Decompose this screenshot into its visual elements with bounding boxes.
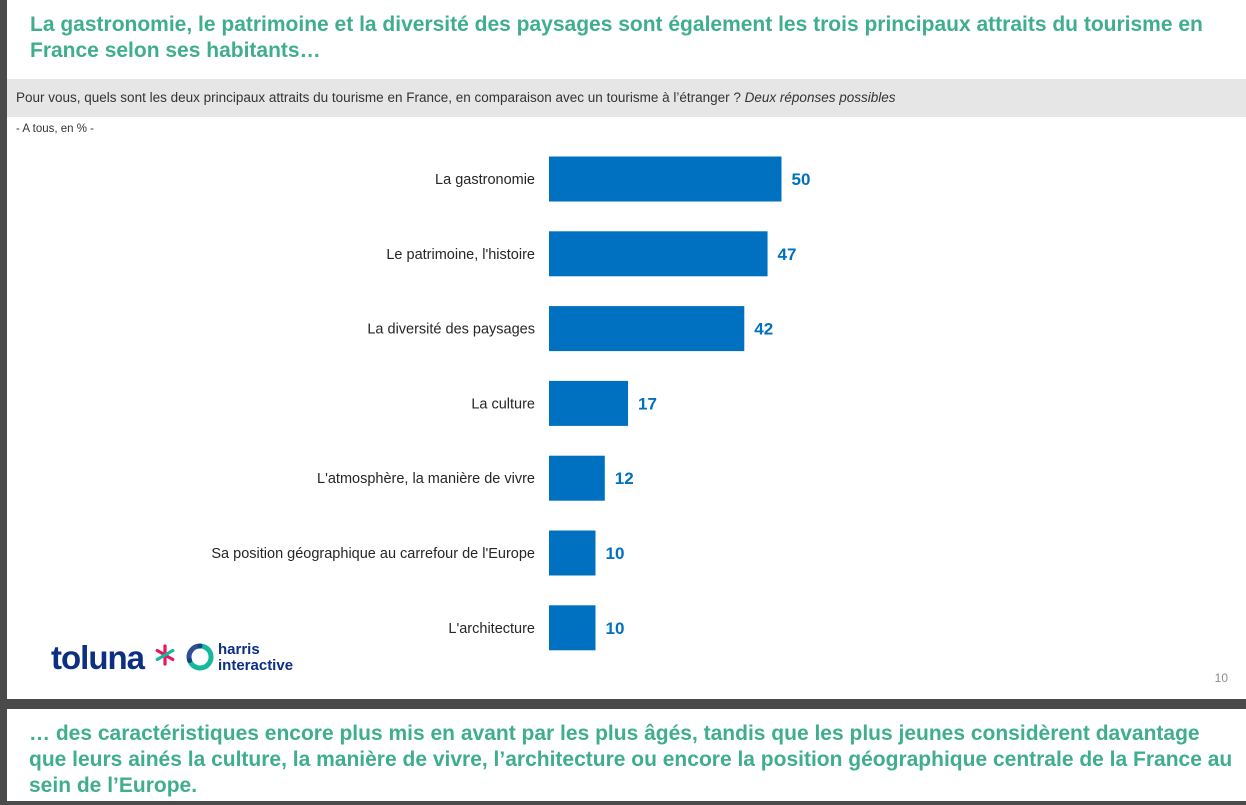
category-label: La culture — [471, 396, 535, 412]
category-label: La diversité des paysages — [367, 322, 535, 338]
bar-chart: La gastronomie 50 Le patrimoine, l'histoir… — [211, 156, 811, 651]
value-label: 12 — [615, 469, 634, 488]
value-label: 47 — [778, 245, 797, 264]
bar — [549, 231, 768, 277]
asterisk-icon — [155, 644, 175, 666]
category-label: Le patrimoine, l'histoire — [386, 247, 535, 263]
harris-line-1: harris — [218, 641, 260, 658]
question-band: Pour vous, quels sont les deux principau… — [7, 79, 1246, 117]
bottom-text: … des caractéristiques encore plus mis e… — [29, 722, 1233, 797]
toluna-wordmark: toluna — [51, 639, 145, 676]
harris-wordmark: harris interactive — [218, 642, 293, 674]
category-label: La gastronomie — [435, 172, 535, 188]
panel-separator — [0, 699, 1246, 709]
question-label: Pour vous, quels sont les deux principau… — [16, 90, 741, 105]
category-label: Sa position géographique au carrefour de… — [211, 546, 535, 562]
value-label: 10 — [606, 619, 625, 638]
bar — [549, 605, 596, 651]
bar — [549, 156, 782, 202]
value-label: 17 — [638, 394, 657, 413]
bar — [549, 530, 596, 576]
slide: La gastronomie, le patrimoine et la dive… — [7, 0, 1246, 699]
question-text: Pour vous, quels sont les deux principau… — [16, 90, 896, 105]
page-number: 10 — [1214, 671, 1228, 685]
bar — [549, 306, 745, 352]
slide-title: La gastronomie, le patrimoine et la dive… — [30, 13, 1203, 62]
category-label: L'architecture — [448, 621, 535, 637]
bar — [549, 455, 605, 501]
value-label: 50 — [792, 170, 811, 189]
base-note: - A tous, en % - — [16, 123, 94, 135]
toluna-harris-logo: toluna harris interactive — [51, 636, 321, 682]
harris-line-2: interactive — [218, 657, 294, 674]
question-note: Deux réponses possibles — [744, 90, 896, 105]
category-label: L'atmosphère, la manière de vivre — [317, 471, 535, 487]
bottom-panel: … des caractéristiques encore plus mis e… — [7, 709, 1246, 801]
value-label: 42 — [754, 320, 773, 339]
harris-ring-icon — [186, 643, 214, 671]
value-label: 10 — [606, 544, 625, 563]
bar — [549, 380, 629, 426]
